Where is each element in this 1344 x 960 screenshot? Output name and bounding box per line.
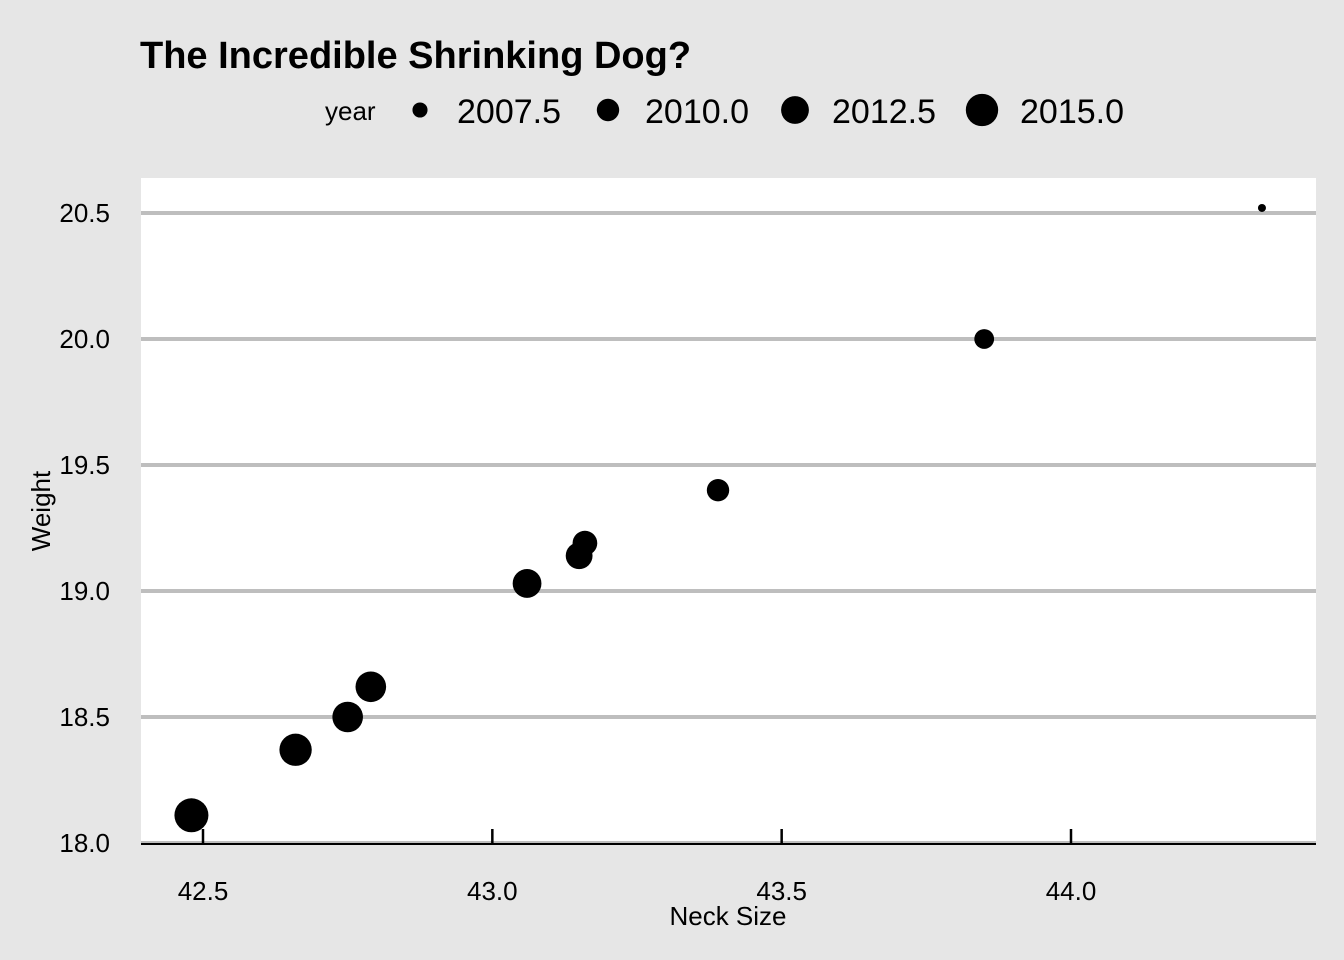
data-point-6 bbox=[355, 671, 387, 703]
data-point-1 bbox=[974, 329, 995, 349]
x-tick-label-0: 42.5 bbox=[178, 876, 229, 906]
data-point-9 bbox=[174, 798, 209, 833]
y-tick-label-4: 20.0 bbox=[59, 324, 110, 354]
data-point-8 bbox=[279, 733, 312, 766]
axes bbox=[141, 829, 1316, 845]
chart-title: The Incredible Shrinking Dog? bbox=[140, 35, 691, 77]
x-tick-label-2: 43.5 bbox=[756, 876, 807, 906]
legend-key-1 bbox=[596, 98, 620, 122]
data-point-2 bbox=[706, 479, 730, 502]
legend-key-3 bbox=[965, 93, 999, 127]
data-point-4 bbox=[565, 542, 593, 570]
x-axis-title: Neck Size bbox=[669, 901, 786, 931]
y-tick-label-2: 19.0 bbox=[59, 576, 110, 606]
x-tick-label-3: 44.0 bbox=[1046, 876, 1097, 906]
legend-label-3: 2015.0 bbox=[1020, 93, 1124, 131]
y-tick-label-1: 18.5 bbox=[59, 702, 110, 732]
plot-panel bbox=[141, 178, 1316, 843]
data-point-0 bbox=[1257, 203, 1266, 212]
y-tick-label-5: 20.5 bbox=[59, 198, 110, 228]
data-point-5 bbox=[512, 569, 542, 598]
y-tick-label-3: 19.5 bbox=[59, 450, 110, 480]
legend-title: year bbox=[325, 96, 376, 126]
legend-key-2 bbox=[781, 96, 809, 124]
legend: year 2007.5 2010.0 2012.5 2015.0 bbox=[325, 93, 1124, 131]
y-axis-title: Weight bbox=[26, 470, 56, 551]
tick-labels: 42.5 43.0 43.5 44.0 18.0 18.5 19.0 19.5 20.0 20.5 bbox=[59, 198, 1096, 906]
y-tick-label-0: 18.0 bbox=[59, 828, 110, 858]
legend-label-2: 2012.5 bbox=[832, 93, 936, 131]
data-points bbox=[174, 203, 1266, 833]
legend-label-0: 2007.5 bbox=[457, 93, 561, 131]
data-point-7 bbox=[332, 701, 363, 733]
legend-label-1: 2010.0 bbox=[645, 93, 749, 131]
legend-key-0 bbox=[412, 102, 428, 118]
x-tick-label-1: 43.0 bbox=[467, 876, 518, 906]
